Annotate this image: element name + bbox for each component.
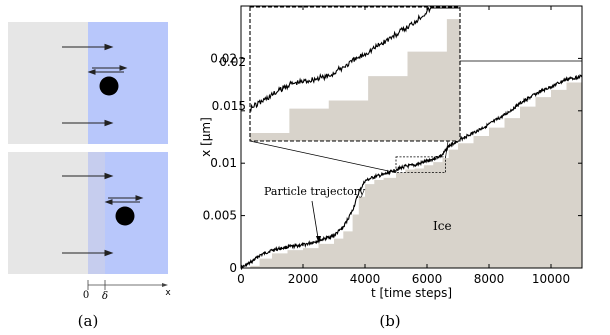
chart-axes: 0 2000 4000 6000 8000 10000 0 0.005 0.01 0.02 0.01… [199,5,583,300]
origin-label: 0 [83,290,89,301]
annotation-arrowhead [316,236,321,244]
x-tick-label-5: 10000 [532,272,570,286]
inset-trajectory-line [249,7,460,112]
panel-b: 0 2000 4000 6000 8000 10000 0 0.005 0.01 0.02 0.01… [199,0,583,330]
x-axis-label: t [time steps] [371,286,452,300]
annotation-trajectory: Particle trajectory [264,185,366,198]
annotation-arrow [311,200,319,239]
inset-ice-fill [250,0,460,141]
inset [249,0,461,142]
x-tick-label-1: 2000 [288,272,319,286]
particle-bottom [115,206,135,226]
ice-fill-area [241,79,582,268]
x-tick-label-0: 0 [237,272,245,286]
x-tick-label-3: 6000 [412,272,443,286]
interface-layer-bottom [88,152,105,274]
liquid-region-bottom [8,152,88,274]
inset-y-tick-label-0: 0.02 [219,55,246,69]
y-tick-label-4: 0.02 [210,51,237,65]
flow-arrows-top [62,43,128,127]
inset-border [249,6,461,142]
zoom-region-box [395,156,446,174]
x-tick-label-4: 8000 [474,272,505,286]
annotation-ice: Ice [433,219,452,233]
ice-region-bottom [105,152,168,274]
flow-arrows-bottom [62,172,144,257]
connector-line-0 [249,140,397,173]
panel-a: 0 δ x (a) [8,22,171,330]
chart-plot-area [240,73,583,270]
y-tick-label-1: 0.005 [203,209,237,223]
liquid-region-top [8,22,88,144]
x-tick-label-2: 4000 [350,272,381,286]
caption-a: (a) [78,312,99,330]
delta-label: δ [102,291,108,302]
trajectory-line [240,73,583,270]
panel-a-x-arrow [162,283,168,287]
y-tick-label-2: 0.01 [210,156,237,170]
caption-b: (b) [379,312,400,330]
panel-a-x-label: x [165,288,171,298]
inset-y-tick-label-1: 0.015 [212,99,246,113]
plot-frame [240,5,583,269]
y-tick-label-0: 0 [229,261,237,275]
y-axis-label: x [μm] [199,117,213,157]
particle-top [99,76,119,96]
